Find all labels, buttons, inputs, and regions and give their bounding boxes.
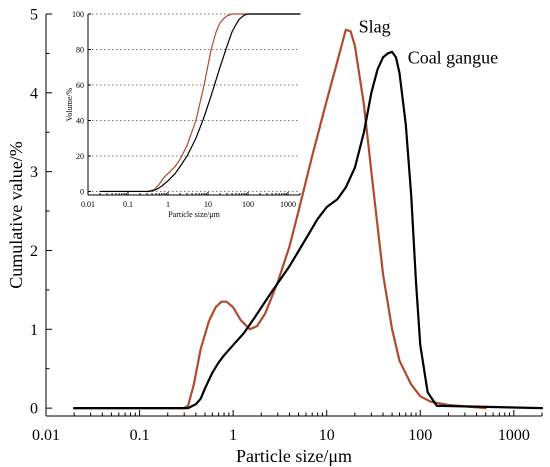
inset-y-tick-label: 20 [76,152,84,161]
inset-y-tick-label: 60 [76,81,84,90]
main-x-tick-label: 1 [229,427,237,444]
inset-series-coal-gangue [99,13,301,193]
main-y-tick-label: 3 [30,164,38,181]
main-x-tick-label: 10 [319,427,335,444]
main-annotation-slag: Slag [359,17,391,37]
inset-x-tick-label: 100 [242,200,254,209]
inset-series-slag [99,13,301,193]
inset-y-tick-label: 100 [72,10,84,19]
inset-x-tick-label: 0.1 [123,200,133,209]
main-series-slag [73,28,487,410]
main-x-axis-title: Particle size/μm [236,446,352,466]
inset-x-tick-label: 10 [204,200,212,209]
inset-y-tick-label: 80 [76,45,84,54]
main-x-tick-label: 1000 [498,427,530,444]
main-y-tick-label: 1 [30,322,38,339]
inset-y-tick-label: 0 [80,187,84,196]
main-series-coal-gangue [73,50,544,410]
inset-chart: 0.01 0.1 1 10 100 1000 0 20 40 60 80 100 Particle si… [65,10,301,219]
inset-y-tick-label: 40 [76,116,84,125]
inset-x-tick-label: 1 [166,200,170,209]
main-y-tick-label: 2 [30,243,38,260]
main-annotation-coal-gangue: Coal gangue [408,47,498,67]
inset-plot-area [88,14,300,195]
main-y-tick-label: 0 [30,401,38,418]
main-y-tick-label: 4 [30,85,38,102]
main-x-tick-label: 0.1 [130,427,150,444]
inset-y-axis-title: Volume/% [65,87,74,121]
main-x-tick-label: 100 [408,427,432,444]
main-y-tick-label: 5 [30,7,38,24]
inset-x-axis-title: Particle size/μm [168,210,220,219]
inset-x-tick-label: 1000 [280,200,296,209]
main-y-axis-title: Cumulative value/% [6,141,26,288]
inset-x-tick-label: 0.01 [81,200,95,209]
main-x-tick-label: 0.01 [32,427,60,444]
